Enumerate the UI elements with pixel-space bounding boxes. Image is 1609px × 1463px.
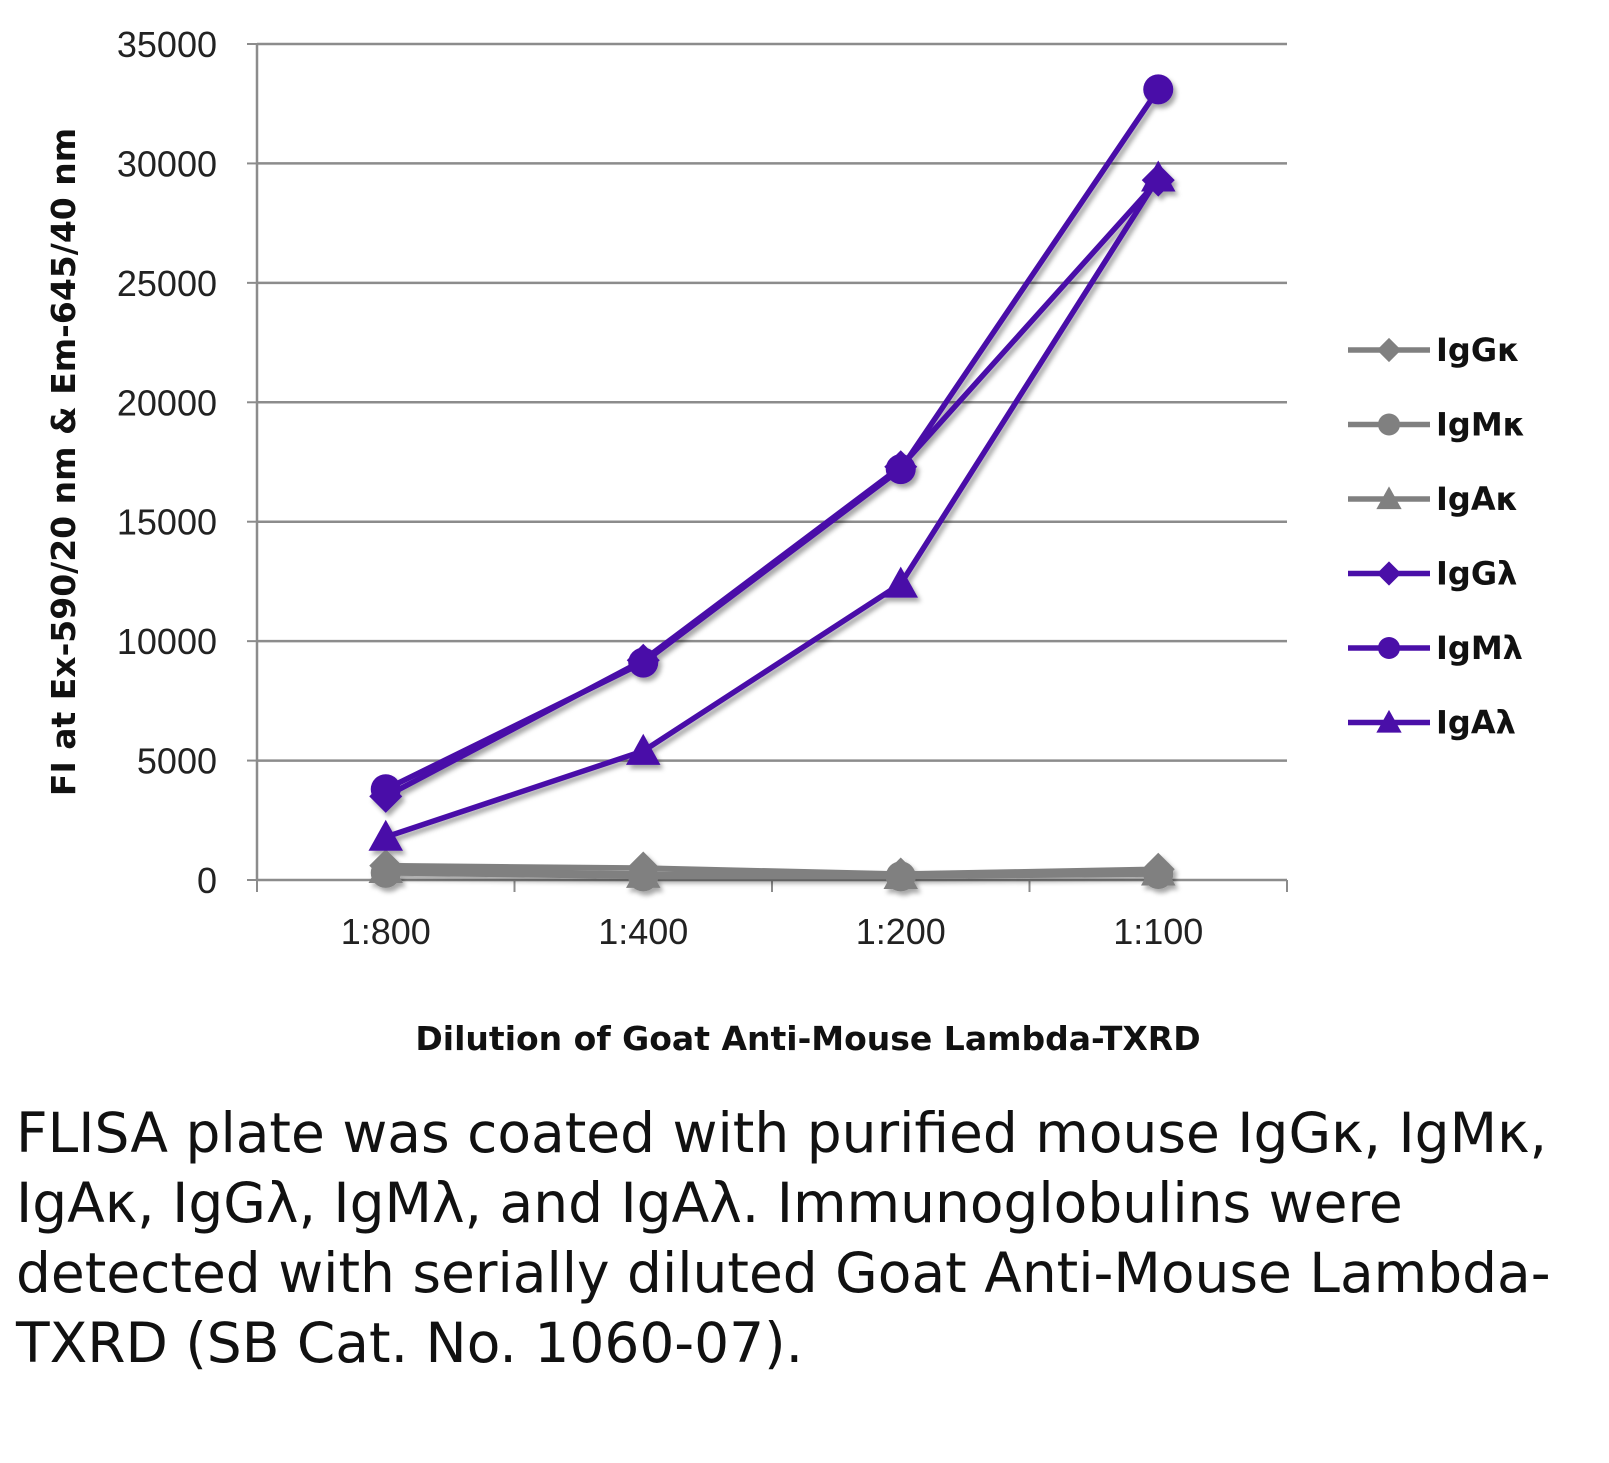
figure-caption: FLISA plate was coated with purified mou… bbox=[16, 1101, 1551, 1375]
x-tick-label: 1:100 bbox=[1113, 911, 1203, 952]
y-tick-label: 15000 bbox=[117, 502, 217, 543]
legend-item: IgAλ bbox=[1348, 704, 1516, 742]
legend-marker bbox=[1378, 413, 1400, 436]
series-line bbox=[383, 177, 1161, 800]
legend-item: IgGκ bbox=[1348, 331, 1520, 369]
gridlines bbox=[257, 42, 1287, 762]
y-tick-label: 25000 bbox=[117, 263, 217, 304]
legend-item: IgAκ bbox=[1348, 480, 1518, 518]
fluorescence-line-chart: 0 5000 10000 15000 20000 25000 30000 35000 1:80… bbox=[44, 24, 1525, 1058]
data-point bbox=[626, 733, 661, 765]
data-point bbox=[883, 566, 918, 598]
y-tick-label: 20000 bbox=[117, 382, 217, 423]
legend-label: IgGκ bbox=[1436, 331, 1520, 369]
data-point bbox=[1143, 74, 1174, 105]
legend-label: IgAκ bbox=[1436, 480, 1518, 518]
series-line bbox=[383, 86, 1161, 792]
data-point bbox=[1141, 854, 1176, 886]
y-axis-title: FI at Ex-590/20 nm & Em-645/40 nm bbox=[44, 128, 83, 796]
legend-marker bbox=[1376, 337, 1402, 363]
legend-item: IgMλ bbox=[1348, 629, 1523, 667]
data-point bbox=[628, 647, 659, 678]
series-5 bbox=[368, 160, 1176, 851]
legend-label: IgMλ bbox=[1436, 629, 1523, 667]
legend-marker bbox=[1376, 561, 1402, 586]
x-axis-ticks: 1:800 1:400 1:200 1:100 bbox=[256, 880, 1288, 952]
axes bbox=[255, 44, 1287, 882]
legend-marker bbox=[1376, 709, 1402, 733]
x-tick-label: 1:800 bbox=[341, 911, 431, 952]
legend-item: IgGλ bbox=[1348, 555, 1517, 593]
data-point bbox=[370, 774, 401, 805]
y-tick-label: 5000 bbox=[137, 741, 217, 782]
series-4 bbox=[370, 74, 1174, 805]
series-3 bbox=[369, 163, 1175, 813]
x-tick-label: 1:400 bbox=[598, 911, 688, 952]
data-point bbox=[883, 857, 918, 890]
legend-label: IgMκ bbox=[1436, 406, 1525, 444]
data-point bbox=[626, 856, 661, 888]
series-line bbox=[383, 175, 1161, 840]
y-axis-ticks: 0 5000 10000 15000 20000 25000 30000 35000 bbox=[117, 24, 257, 901]
legend-item: IgMκ bbox=[1348, 406, 1525, 444]
x-tick-label: 1:200 bbox=[856, 911, 946, 952]
legend-label: IgGλ bbox=[1436, 555, 1517, 593]
data-point bbox=[368, 819, 403, 851]
legend-marker bbox=[1378, 637, 1400, 659]
y-tick-label: 10000 bbox=[117, 621, 217, 662]
y-tick-label: 0 bbox=[197, 860, 217, 901]
legend: IgGκ IgMκ IgAκ IgGλ IgMλ IgAλ bbox=[1348, 331, 1525, 742]
series-line bbox=[383, 866, 1161, 878]
x-axis-title: Dilution of Goat Anti-Mouse Lambda-TXRD bbox=[415, 1019, 1200, 1058]
series-2 bbox=[368, 852, 1176, 890]
y-tick-label: 35000 bbox=[117, 24, 217, 65]
series-layer bbox=[368, 74, 1176, 892]
data-point bbox=[368, 852, 403, 884]
data-point bbox=[885, 454, 916, 485]
legend-label: IgAλ bbox=[1436, 704, 1516, 742]
y-tick-label: 30000 bbox=[117, 143, 217, 184]
data-point bbox=[1141, 160, 1176, 192]
legend-marker bbox=[1376, 486, 1402, 510]
